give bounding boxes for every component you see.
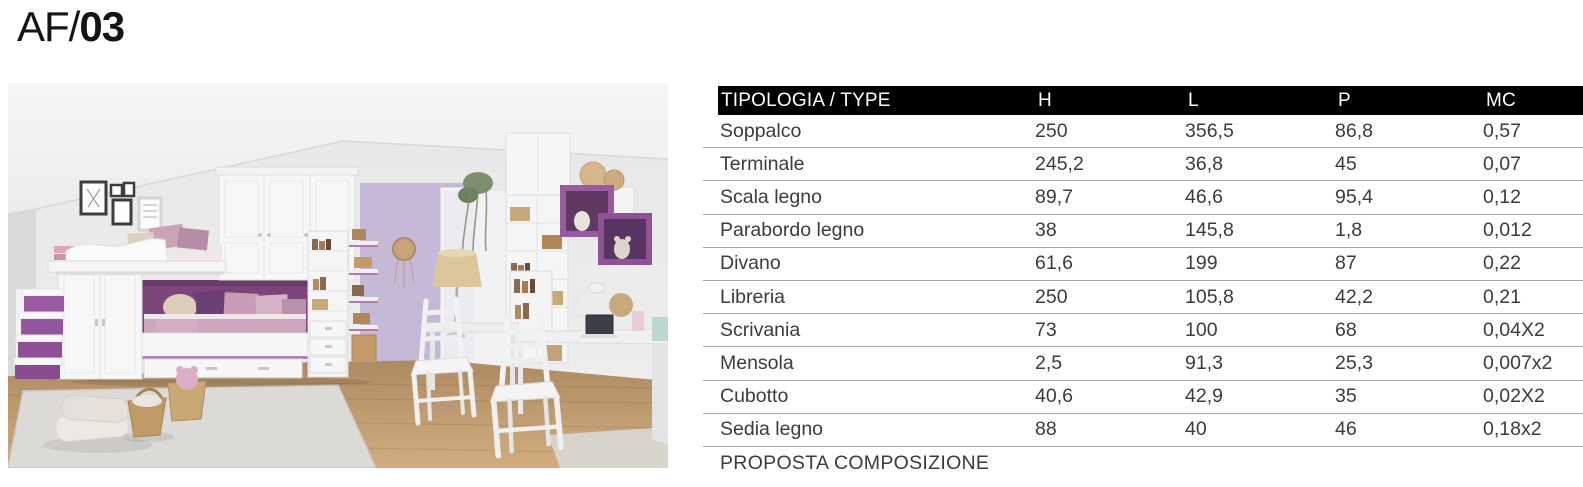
cell-tipologia: Terminale [720, 152, 805, 175]
table-row: Divano 61,6 199 87 0,22 [703, 248, 1583, 281]
cell-l: 356,5 [1185, 119, 1234, 142]
table-row: Soppalco 250 356,5 86,8 0,57 [703, 115, 1583, 149]
cell-tipologia: Mensola [720, 351, 794, 374]
table-row: Terminale 245,2 36,8 45 0,07 [703, 148, 1583, 182]
cell-l: 199 [1185, 252, 1218, 275]
cell-h: 245,2 [1035, 152, 1084, 175]
col-header-h: H [1038, 89, 1052, 111]
cell-h: 40,6 [1035, 385, 1073, 408]
cell-h: 61,6 [1035, 252, 1073, 275]
cell-mc: 0,04X2 [1483, 318, 1545, 341]
table-row: Parabordo legno 38 145,8 1,8 0,012 [703, 215, 1583, 248]
staircase [13, 288, 65, 379]
cell-h: 88 [1035, 418, 1057, 441]
cell-h: 89,7 [1035, 185, 1073, 208]
cell-h: 250 [1035, 119, 1068, 142]
cell-l: 145,8 [1185, 219, 1234, 242]
purple-cubes [560, 185, 652, 265]
cell-mc: 0,22 [1483, 252, 1521, 275]
cell-tipologia: Scrivania [720, 318, 801, 341]
laptop [580, 314, 618, 338]
shelf-column [307, 229, 378, 378]
cell-mc: 0,18x2 [1483, 418, 1542, 441]
table-row: Mensola 2,5 91,3 25,3 0,007x2 [703, 347, 1583, 381]
table-header-row: TIPOLOGIA / TYPE H L P MC [718, 86, 1583, 115]
cell-l: 105,8 [1185, 285, 1234, 308]
cell-tipologia: Divano [720, 252, 781, 275]
col-header-l: L [1188, 89, 1199, 111]
corner-shelves [349, 229, 378, 364]
cell-l: 42,9 [1185, 385, 1223, 408]
spec-table: TIPOLOGIA / TYPE H L P MC Soppalco 250 3… [703, 86, 1583, 481]
cell-l: 100 [1185, 318, 1218, 341]
table-body: Soppalco 250 356,5 86,8 0,57 Terminale 2… [703, 115, 1583, 447]
cell-p: 87 [1335, 252, 1357, 275]
cell-mc: 0,57 [1483, 119, 1521, 142]
floor-accessories [43, 366, 207, 453]
cell-tipologia: Soppalco [720, 119, 802, 142]
table-footer: PROPOSTA COMPOSIZIONE [720, 452, 990, 475]
room-photo [8, 83, 668, 468]
table-row: Scala legno 89,7 46,6 95,4 0,12 [703, 181, 1583, 215]
cell-tipologia: Libreria [720, 285, 786, 308]
cell-mc: 0,07 [1483, 152, 1521, 175]
page-title-number: 03 [79, 3, 125, 50]
col-header-mc: MC [1486, 89, 1516, 111]
cell-l: 46,6 [1185, 185, 1223, 208]
desk-lamp [568, 282, 606, 318]
table-row: Cubotto 40,6 42,9 35 0,02X2 [703, 381, 1583, 414]
cell-l: 40 [1185, 418, 1207, 441]
cell-tipologia: Parabordo legno [720, 219, 865, 242]
cell-p: 46 [1335, 418, 1357, 441]
cell-mc: 0,21 [1483, 285, 1521, 308]
loft-bed [47, 223, 227, 380]
picture-frames [79, 180, 163, 232]
cell-p: 42,2 [1335, 285, 1373, 308]
cell-mc: 0,007x2 [1483, 351, 1553, 374]
room-photo-illustration [8, 83, 668, 468]
cell-p: 35 [1335, 385, 1357, 408]
cell-p: 95,4 [1335, 185, 1373, 208]
cell-tipologia: Sedia legno [720, 418, 824, 441]
cell-mc: 0,02X2 [1483, 385, 1545, 408]
cell-p: 1,8 [1335, 219, 1363, 242]
page-title-prefix: AF/ [17, 3, 80, 50]
cell-tipologia: Scala legno [720, 185, 822, 208]
page-title: AF/03 [17, 3, 125, 50]
cell-h: 2,5 [1035, 351, 1063, 374]
table-row: Sedia legno 88 40 46 0,18x2 [703, 414, 1583, 447]
cell-p: 45 [1335, 152, 1357, 175]
sofa-bed-alcove [73, 280, 373, 387]
cell-h: 73 [1035, 318, 1057, 341]
cell-tipologia: Cubotto [720, 385, 789, 408]
cell-mc: 0,12 [1483, 185, 1521, 208]
cell-p: 25,3 [1335, 351, 1373, 374]
col-header-p: P [1338, 89, 1351, 111]
cell-h: 38 [1035, 219, 1057, 242]
table-row: Scrivania 73 100 68 0,04X2 [703, 314, 1583, 348]
cell-h: 250 [1035, 285, 1068, 308]
chair [410, 296, 564, 459]
cell-l: 36,8 [1185, 152, 1223, 175]
table-row: Libreria 250 105,8 42,2 0,21 [703, 281, 1583, 315]
cell-p: 68 [1335, 318, 1357, 341]
cell-l: 91,3 [1185, 351, 1223, 374]
cell-p: 86,8 [1335, 119, 1373, 142]
cell-mc: 0,012 [1483, 219, 1532, 242]
col-header-tipologia: TIPOLOGIA / TYPE [721, 89, 891, 111]
